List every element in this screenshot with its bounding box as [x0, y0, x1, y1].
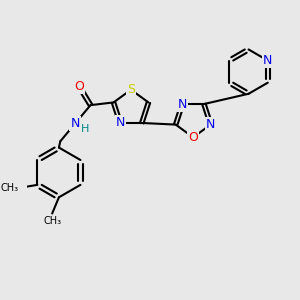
Text: S: S [127, 83, 135, 96]
Text: N: N [263, 54, 272, 67]
Text: N: N [116, 116, 125, 130]
Text: CH₃: CH₃ [1, 183, 19, 193]
Text: N: N [206, 118, 215, 131]
Text: O: O [188, 131, 198, 144]
Text: N: N [70, 117, 80, 130]
Text: CH₃: CH₃ [43, 216, 61, 226]
Text: O: O [74, 80, 84, 93]
Text: N: N [178, 98, 187, 110]
Text: H: H [81, 124, 89, 134]
